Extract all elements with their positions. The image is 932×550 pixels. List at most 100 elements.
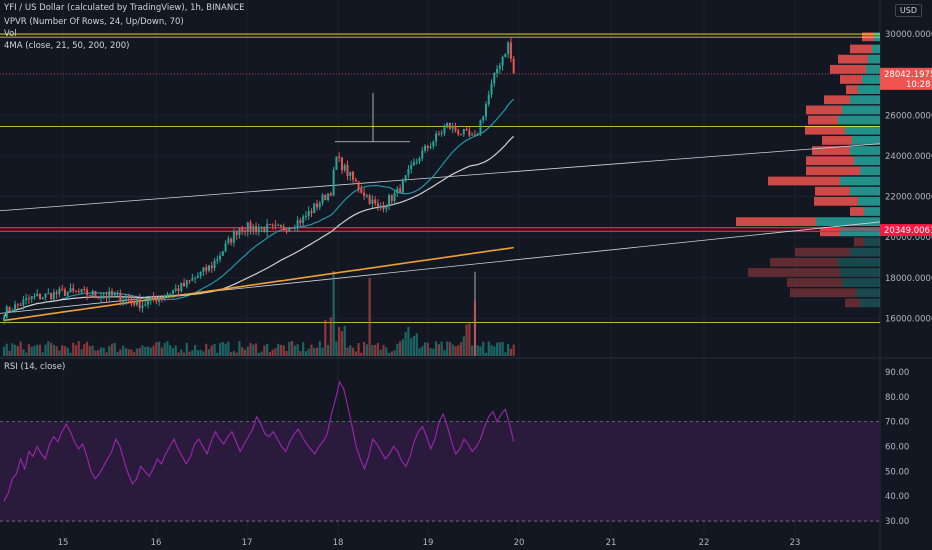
candle[interactable] <box>415 158 418 165</box>
candle[interactable] <box>155 295 158 305</box>
candle[interactable] <box>230 237 233 246</box>
candle[interactable] <box>47 288 50 295</box>
candle[interactable] <box>138 293 141 312</box>
candle[interactable] <box>130 297 133 307</box>
candle[interactable] <box>307 206 310 220</box>
candle[interactable] <box>147 298 150 309</box>
candle[interactable] <box>509 38 512 63</box>
candle[interactable] <box>274 220 277 230</box>
candle[interactable] <box>27 294 30 304</box>
candle[interactable] <box>124 294 127 306</box>
candle[interactable] <box>266 219 269 237</box>
candle[interactable] <box>393 189 396 206</box>
candle[interactable] <box>166 291 169 298</box>
vol-legend[interactable]: Vol <box>4 29 17 39</box>
candle[interactable] <box>61 284 64 292</box>
candle[interactable] <box>465 127 468 131</box>
candle[interactable] <box>437 130 440 136</box>
candle[interactable] <box>183 278 186 287</box>
candle[interactable] <box>421 146 424 162</box>
candle[interactable] <box>318 200 321 211</box>
candle[interactable] <box>385 204 388 213</box>
candle[interactable] <box>158 295 161 306</box>
candle[interactable] <box>446 122 449 129</box>
candle[interactable] <box>14 300 17 313</box>
candle[interactable] <box>277 223 280 226</box>
candle[interactable] <box>299 217 302 227</box>
candle[interactable] <box>207 264 210 273</box>
candle[interactable] <box>227 235 230 245</box>
candle[interactable] <box>354 177 357 182</box>
candle[interactable] <box>498 62 501 74</box>
candle[interactable] <box>88 294 91 298</box>
candle[interactable] <box>213 258 216 272</box>
candle[interactable] <box>288 226 291 232</box>
candle[interactable] <box>410 160 413 174</box>
candle[interactable] <box>504 53 507 58</box>
candle[interactable] <box>235 230 238 240</box>
candle[interactable] <box>490 79 493 99</box>
candle[interactable] <box>83 285 86 293</box>
candle[interactable] <box>177 284 180 296</box>
candle[interactable] <box>282 223 285 231</box>
candle[interactable] <box>72 283 75 294</box>
candle[interactable] <box>329 191 332 197</box>
candle[interactable] <box>468 127 471 138</box>
candle[interactable] <box>196 272 199 279</box>
candle[interactable] <box>41 296 44 300</box>
candle[interactable] <box>512 56 515 75</box>
candle[interactable] <box>507 41 510 59</box>
candle[interactable] <box>238 227 241 239</box>
candle[interactable] <box>313 202 316 214</box>
candle[interactable] <box>407 165 410 179</box>
candle[interactable] <box>152 292 155 303</box>
candle[interactable] <box>493 72 496 87</box>
candle[interactable] <box>479 119 482 137</box>
candle[interactable] <box>232 228 235 247</box>
candle[interactable] <box>69 283 72 293</box>
candle[interactable] <box>302 214 305 227</box>
candle[interactable] <box>216 255 219 265</box>
candle[interactable] <box>476 132 479 137</box>
candle[interactable] <box>429 142 432 150</box>
ma-legend[interactable]: 4MA (close, 21, 50, 200, 200) <box>4 41 130 51</box>
candle[interactable] <box>97 295 100 300</box>
currency-button[interactable]: USD <box>894 4 922 17</box>
candle[interactable] <box>44 293 47 301</box>
candle[interactable] <box>432 140 435 150</box>
candle[interactable] <box>501 55 504 71</box>
candle[interactable] <box>113 291 116 298</box>
candle[interactable] <box>424 144 427 154</box>
candle[interactable] <box>285 228 288 234</box>
candle[interactable] <box>191 273 194 282</box>
candle[interactable] <box>33 293 36 300</box>
candle[interactable] <box>16 303 19 309</box>
candle[interactable] <box>357 180 360 193</box>
candle[interactable] <box>268 223 271 226</box>
candle[interactable] <box>324 194 327 201</box>
candle[interactable] <box>94 290 97 299</box>
candle[interactable] <box>52 288 55 301</box>
candle[interactable] <box>30 296 33 303</box>
candle[interactable] <box>426 144 429 152</box>
candle[interactable] <box>116 290 119 297</box>
candle[interactable] <box>105 291 108 303</box>
candle[interactable] <box>360 185 363 194</box>
candle[interactable] <box>188 280 191 285</box>
candle[interactable] <box>460 133 463 136</box>
candles[interactable] <box>3 38 515 325</box>
candle[interactable] <box>174 284 177 293</box>
candle[interactable] <box>382 201 385 213</box>
candle[interactable] <box>141 301 144 313</box>
candle[interactable] <box>205 264 208 275</box>
candle[interactable] <box>271 223 274 230</box>
candle[interactable] <box>63 287 66 297</box>
candle[interactable] <box>293 224 296 231</box>
candle[interactable] <box>252 224 255 235</box>
candle[interactable] <box>440 130 443 137</box>
candle[interactable] <box>122 297 125 306</box>
candle[interactable] <box>25 293 28 305</box>
candle[interactable] <box>149 295 152 305</box>
candle[interactable] <box>108 287 111 301</box>
